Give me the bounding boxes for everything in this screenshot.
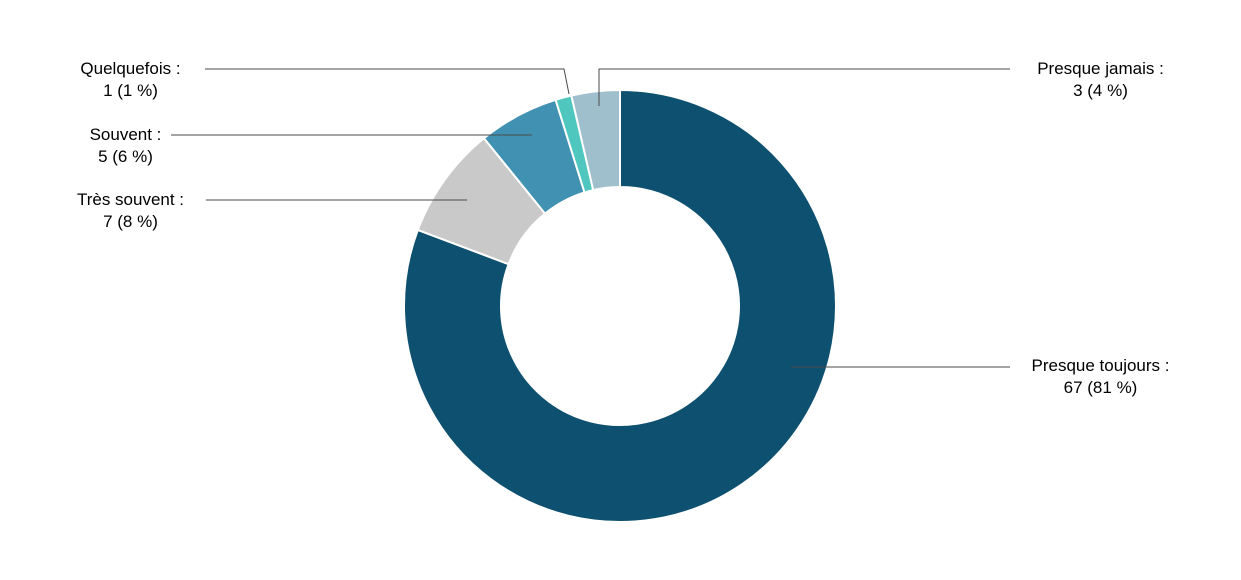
callout-tres-souvent: Très souvent : 7 (8 %) <box>38 189 223 233</box>
callout-quelquefois: Quelquefois : 1 (1 %) <box>38 58 223 102</box>
leader-line-presque-jamais <box>598 68 1010 106</box>
callout-presque-toujours: Presque toujours : 67 (81 %) <box>1008 355 1193 399</box>
callout-value: 1 (1 %) <box>103 81 158 100</box>
callout-value: 67 (81 %) <box>1063 378 1138 397</box>
slice-presque-toujours <box>403 89 837 523</box>
callout-label: Souvent : <box>89 125 162 144</box>
slice-presque-jamais <box>570 89 621 192</box>
callout-presque-jamais: Presque jamais : 3 (4 %) <box>1008 58 1193 102</box>
callout-value: 5 (6 %) <box>98 147 153 166</box>
callout-value: 7 (8 %) <box>103 212 158 231</box>
callout-label: Presque jamais : <box>1037 59 1164 78</box>
callout-label: Presque toujours : <box>1031 356 1170 375</box>
callout-label: Très souvent : <box>76 190 185 209</box>
leader-line-quelquefois <box>205 68 570 95</box>
callout-label: Quelquefois : <box>80 59 181 78</box>
callout-value: 3 (4 %) <box>1073 81 1128 100</box>
callout-souvent: Souvent : 5 (6 %) <box>33 124 218 168</box>
